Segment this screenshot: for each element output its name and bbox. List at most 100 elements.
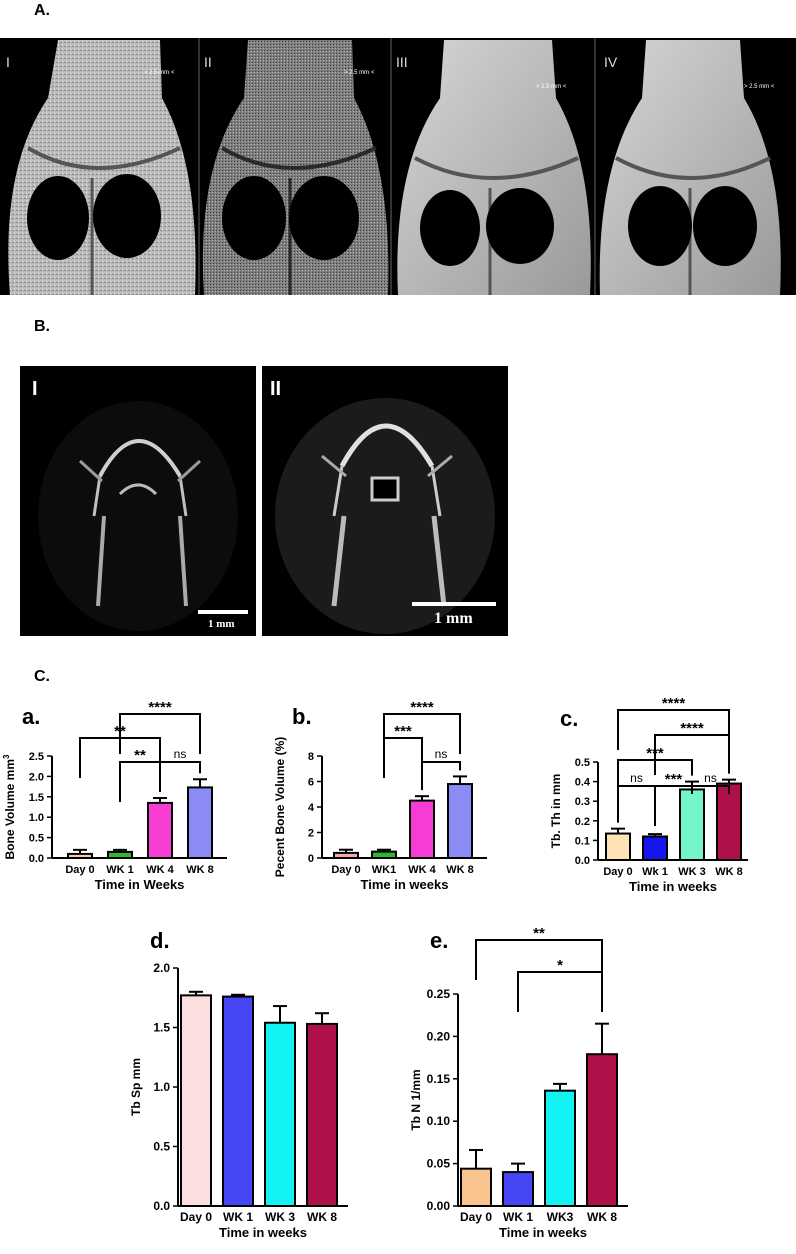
y-tick-label: 0.5 <box>153 1140 170 1154</box>
y-tick-label: 0.05 <box>427 1157 451 1171</box>
y-tick-label: 2.0 <box>153 961 170 975</box>
y-tick-label: 1.5 <box>153 1021 170 1035</box>
significance-label: ns <box>630 771 643 785</box>
panel-a-scale-2: > 2.5 mm < <box>344 70 375 76</box>
x-tick-label: Day 0 <box>65 864 94 876</box>
significance-bracket <box>475 939 603 980</box>
y-tick-label: 0.3 <box>575 796 590 808</box>
significance-bracket <box>119 713 201 754</box>
bar <box>544 1089 576 1207</box>
x-axis-label: Time in Weeks <box>95 877 185 892</box>
scale-bar-1-label: 1 mm <box>208 618 235 630</box>
significance-label: **** <box>662 695 686 712</box>
section-a-label: A. <box>34 2 50 19</box>
x-tick-label: WK 1 <box>223 1210 253 1224</box>
skull-render-3 <box>397 40 591 295</box>
x-tick-label: WK 4 <box>146 864 174 876</box>
y-tick-label: 6 <box>308 777 314 789</box>
y-axis-label: Tb N 1/mm <box>409 1069 423 1130</box>
x-tick-label: WK1 <box>372 864 396 876</box>
panel-a-roman-4: IV <box>604 54 618 70</box>
x-axis-label: Time in weeks <box>499 1225 587 1240</box>
bar <box>147 801 173 859</box>
panel-a-roman-1: I <box>6 54 10 70</box>
y-tick-label: 0.1 <box>575 835 590 847</box>
chart-letter: c. <box>560 706 578 731</box>
y-tick-label: 1.5 <box>29 792 44 804</box>
x-tick-label: WK 3 <box>265 1210 295 1224</box>
y-axis-label: Pecent Bone Volume (%) <box>273 737 287 877</box>
y-tick-label: 0.4 <box>575 777 591 789</box>
significance-label: *** <box>646 745 664 762</box>
y-tick-label: 0.5 <box>575 757 590 769</box>
significance-bracket <box>617 709 730 750</box>
significance-bracket <box>617 759 693 800</box>
x-tick-label: WK 8 <box>446 864 474 876</box>
significance-bracket <box>617 785 656 826</box>
scale-bar-2 <box>412 602 496 606</box>
bar <box>605 832 631 861</box>
x-tick-label: WK 1 <box>106 864 134 876</box>
y-tick-label: 2.5 <box>29 751 44 763</box>
bar <box>67 852 93 859</box>
x-tick-label: WK 8 <box>186 864 214 876</box>
x-axis-label: Time in weeks <box>219 1225 307 1240</box>
y-tick-label: 0.25 <box>427 987 451 1001</box>
significance-bracket <box>691 785 730 794</box>
significance-bracket <box>119 761 161 802</box>
y-tick-label: 0.0 <box>153 1199 170 1213</box>
significance-label: ** <box>533 925 545 942</box>
x-tick-label: WK 8 <box>307 1210 337 1224</box>
x-tick-label: Wk 1 <box>642 866 668 878</box>
x-tick-label: Day 0 <box>460 1210 492 1224</box>
significance-label: **** <box>410 699 434 716</box>
bar <box>187 786 213 859</box>
x-tick-label: WK 4 <box>408 864 436 876</box>
bar <box>222 995 254 1207</box>
x-axis-label: Time in weeks <box>629 879 717 894</box>
panel-b-roman-2: II <box>270 378 282 400</box>
x-tick-label: WK 1 <box>503 1210 533 1224</box>
ct-slice-1 <box>20 366 256 636</box>
y-tick-label: 0.0 <box>29 853 44 865</box>
chart-c: c. 0.0 0.1 0.2 0.3 0.4 0.5 Day 0 Wk 1 WK 3 WK 8Tim… <box>549 695 748 894</box>
ct-slice-2-image <box>275 398 495 634</box>
y-axis-label: Bone Volume mm3 <box>2 754 17 859</box>
significance-bracket <box>654 734 730 775</box>
y-tick-label: 1.0 <box>29 812 44 824</box>
y-tick-label: 8 <box>308 751 314 763</box>
chart-a: a. 0.0 0.5 1.0 1.5 2.0 2.5 Day 0 WK 1 WK 4 WK 8Tim… <box>2 699 227 892</box>
y-tick-label: 0.20 <box>427 1029 451 1043</box>
skull-render-2 <box>202 40 389 295</box>
chart-letter: d. <box>150 928 170 953</box>
significance-label: **** <box>680 720 704 737</box>
significance-label: *** <box>665 771 683 788</box>
bar <box>306 1022 338 1208</box>
panel-a-scale-1: > 2.5 mm < <box>144 70 175 76</box>
x-tick-label: WK3 <box>547 1210 574 1224</box>
bar <box>642 835 668 861</box>
x-tick-label: WK 8 <box>587 1210 617 1224</box>
panel-a-scale-4: > 2.5 mm < <box>744 84 775 90</box>
panel-a-images <box>8 38 781 295</box>
scale-bar-1 <box>198 610 248 614</box>
scale-bar-2-label: 1 mm <box>434 610 473 627</box>
y-axis-label: Tb. Th in mm <box>549 774 563 849</box>
y-axis-label: Tb Sp mm <box>129 1058 143 1116</box>
bar <box>180 994 212 1208</box>
panel-a-roman-2: II <box>204 54 212 70</box>
bar <box>502 1171 534 1207</box>
y-tick-label: 0.15 <box>427 1072 451 1086</box>
significance-bracket <box>159 761 201 793</box>
panel-b-roman-1: I <box>32 378 38 400</box>
panel-a-roman-3: III <box>396 54 408 70</box>
significance-label: ns <box>435 747 448 761</box>
y-tick-label: 0.5 <box>29 833 44 845</box>
x-tick-label: WK 8 <box>715 866 743 878</box>
section-b-label: B. <box>34 318 50 335</box>
significance-bracket <box>383 713 461 754</box>
x-tick-label: Day 0 <box>331 864 360 876</box>
significance-label: ** <box>134 747 146 764</box>
significance-label: ** <box>114 723 126 740</box>
y-tick-label: 4 <box>308 802 315 814</box>
